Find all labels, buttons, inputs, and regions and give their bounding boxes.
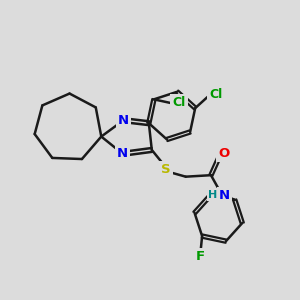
Text: Cl: Cl: [172, 96, 186, 110]
Text: S: S: [161, 163, 171, 176]
Text: O: O: [218, 147, 230, 160]
Text: F: F: [196, 250, 205, 263]
Text: N: N: [118, 114, 129, 127]
Text: N: N: [117, 147, 128, 160]
Text: Cl: Cl: [209, 88, 223, 101]
Text: N: N: [219, 189, 230, 202]
Text: H: H: [208, 190, 218, 200]
